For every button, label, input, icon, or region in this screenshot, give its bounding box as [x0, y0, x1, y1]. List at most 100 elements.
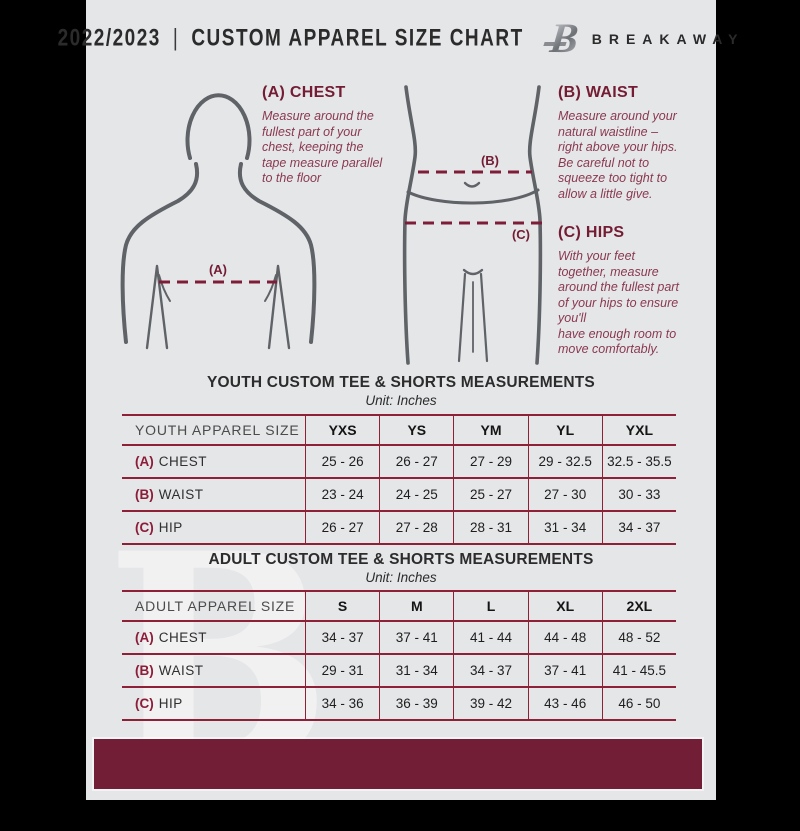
- brand-logo: B BREAKAWAY: [543, 16, 745, 62]
- column-header: ADULT APPAREL SIZE: [135, 598, 296, 614]
- row-label: (C) HIP: [122, 512, 305, 543]
- table-cell: 46 - 50: [601, 688, 676, 719]
- column-header: YXS: [305, 416, 379, 444]
- table-cell: 27 - 29: [453, 446, 527, 477]
- table-cell: 25 - 26: [305, 446, 379, 477]
- chest-heading: (A) CHEST: [262, 84, 346, 101]
- column-header: S: [305, 592, 379, 620]
- table-cell: 25 - 27: [453, 479, 527, 510]
- table-cell: 37 - 41: [379, 622, 453, 653]
- size-chart-page: B 2022/2023 | CUSTOM APPAREL SIZE CHART …: [58, 0, 738, 806]
- table-cell: 30 - 33: [601, 479, 676, 510]
- hips-body-text: With your feet together, measure around …: [558, 249, 679, 356]
- table-cell: 34 - 37: [601, 512, 676, 543]
- row-label-text: HIP: [158, 696, 183, 711]
- column-header: 2XL: [601, 592, 676, 620]
- hips-heading: (C) HIPS: [558, 224, 625, 241]
- row-label-text: HIP: [158, 520, 183, 535]
- row-label-prefix: (C): [135, 696, 154, 711]
- table-cell: 24 - 25: [379, 479, 453, 510]
- left-torso-line: [145, 264, 169, 350]
- column-header: YL: [527, 416, 602, 444]
- table-cell: 31 - 34: [527, 512, 602, 543]
- table-row: (C) HIP 34 - 36 36 - 39 39 - 42 43 - 46 …: [122, 686, 676, 719]
- column-header: YS: [379, 416, 453, 444]
- table-row: (C) HIP 26 - 27 27 - 28 28 - 31 31 - 34 …: [122, 510, 676, 543]
- row-label-text: CHEST: [158, 454, 208, 469]
- hips-instructions: (C) HIPS With your feet together, measur…: [558, 224, 713, 358]
- hips-point-label: (C): [511, 227, 531, 242]
- page-header: 2022/2023 | CUSTOM APPAREL SIZE CHART B …: [58, 16, 738, 62]
- table-cell: 34 - 37: [305, 622, 379, 653]
- chest-point-label: (A): [208, 262, 228, 277]
- table-cell: 29 - 32.5: [527, 446, 602, 477]
- column-header: YXL: [601, 416, 676, 444]
- breakaway-logo-icon: B: [547, 16, 581, 62]
- table-row: (B) WAIST 23 - 24 24 - 25 25 - 27 27 - 3…: [122, 477, 676, 510]
- table-cell: 41 - 44: [453, 622, 527, 653]
- right-armpit-fold: [264, 274, 277, 302]
- row-label-text: WAIST: [158, 663, 204, 678]
- column-header: YOUTH APPAREL SIZE: [135, 422, 300, 438]
- table-cell: 31 - 34: [379, 655, 453, 686]
- waist-instructions: (B) WAIST Measure around your natural wa…: [558, 84, 710, 202]
- table-cell: 37 - 41: [527, 655, 602, 686]
- column-header: YM: [453, 416, 527, 444]
- youth-table-unit: Unit: Inches: [365, 393, 437, 408]
- navel-mark: [463, 181, 481, 188]
- table-cell: 39 - 42: [453, 688, 527, 719]
- table-cell: 23 - 24: [305, 479, 379, 510]
- row-label: (B) WAIST: [122, 655, 305, 686]
- inner-leg-left: [457, 272, 467, 363]
- table-cell: 44 - 48: [527, 622, 602, 653]
- header-year: 2022/2023: [57, 24, 161, 52]
- measurement-diagram: [120, 85, 543, 365]
- right-torso-line: [267, 264, 291, 350]
- table-cell: 27 - 30: [527, 479, 602, 510]
- adult-table-title: ADULT CUSTOM TEE & SHORTS MEASUREMENTS: [208, 551, 594, 568]
- table-cell: 48 - 52: [601, 622, 676, 653]
- row-label-prefix: (C): [135, 520, 154, 535]
- page-title: CUSTOM APPAREL SIZE CHART: [191, 24, 524, 52]
- table-row: (A) CHEST 25 - 26 26 - 27 27 - 29 29 - 3…: [122, 444, 676, 477]
- table-cell: 43 - 46: [527, 688, 602, 719]
- left-armpit-fold: [158, 274, 171, 302]
- footer-bar: [94, 739, 702, 789]
- header-separator: |: [172, 24, 180, 52]
- lower-left-outline: [402, 85, 418, 365]
- table-row: (A) CHEST 34 - 37 37 - 41 41 - 44 44 - 4…: [122, 620, 676, 653]
- adult-size-table: ADULT APPAREL SIZE S M L XL 2XL (A) CHES…: [122, 590, 676, 721]
- table-cell: 36 - 39: [379, 688, 453, 719]
- chest-instructions: (A) CHEST Measure around the fullest par…: [262, 84, 402, 187]
- table-cell: 32.5 - 35.5: [601, 446, 676, 477]
- table-cell: 34 - 36: [305, 688, 379, 719]
- head-outline: [185, 93, 252, 160]
- row-label: (A) CHEST: [122, 446, 305, 477]
- table-cell: 27 - 28: [379, 512, 453, 543]
- row-label: (C) HIP: [122, 688, 305, 719]
- chest-body-text: Measure around the fullest part of your …: [262, 109, 383, 185]
- row-label-prefix: (B): [135, 663, 154, 678]
- table-cell: 26 - 27: [305, 512, 379, 543]
- row-label-prefix: (A): [135, 630, 154, 645]
- right-shoulder-arm: [238, 162, 317, 344]
- table-cell: 26 - 27: [379, 446, 453, 477]
- inner-leg-right: [479, 272, 489, 363]
- header-title-group: 2022/2023 | CUSTOM APPAREL SIZE CHART: [58, 25, 524, 53]
- waist-point-label: (B): [480, 153, 500, 168]
- left-shoulder-arm: [120, 162, 199, 344]
- row-label-text: CHEST: [158, 630, 208, 645]
- table-header-row: ADULT APPAREL SIZE S M L XL 2XL: [122, 592, 676, 620]
- waist-heading: (B) WAIST: [558, 84, 639, 101]
- row-label-prefix: (A): [135, 454, 154, 469]
- table-row: (B) WAIST 29 - 31 31 - 34 34 - 37 37 - 4…: [122, 653, 676, 686]
- table-header-row: YOUTH APPAREL SIZE YXS YS YM YL YXL: [122, 416, 676, 444]
- column-header: L: [453, 592, 527, 620]
- adult-table-unit: Unit: Inches: [365, 570, 437, 585]
- row-label: (A) CHEST: [122, 622, 305, 653]
- youth-size-table: YOUTH APPAREL SIZE YXS YS YM YL YXL (A) …: [122, 414, 676, 545]
- column-header: M: [379, 592, 453, 620]
- table-cell: 41 - 45.5: [601, 655, 676, 686]
- row-label-text: WAIST: [158, 487, 204, 502]
- table-cell: 29 - 31: [305, 655, 379, 686]
